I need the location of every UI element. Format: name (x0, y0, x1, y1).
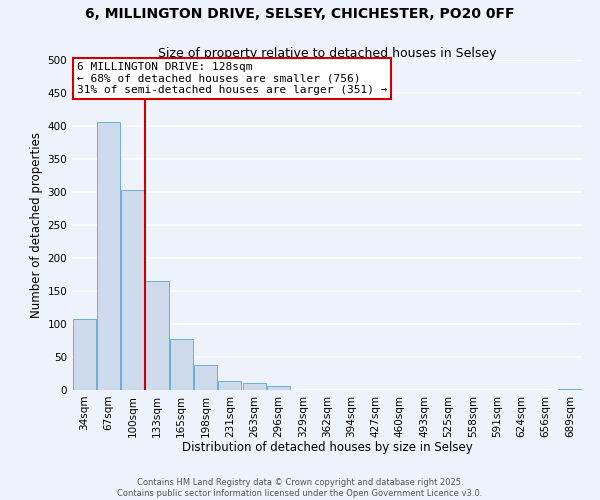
Bar (559, 388, 581, 390)
Text: 6, MILLINGTON DRIVE, SELSEY, CHICHESTER, PO20 0FF: 6, MILLINGTON DRIVE, SELSEY, CHICHESTER,… (85, 8, 515, 22)
Bar (242, 384, 266, 390)
Bar (194, 365, 217, 390)
Title: Size of property relative to detached houses in Selsey: Size of property relative to detached ho… (158, 47, 496, 60)
Bar (73, 318, 95, 390)
Bar (170, 339, 193, 390)
X-axis label: Distribution of detached houses by size in Selsey: Distribution of detached houses by size … (182, 441, 472, 454)
Bar (121, 190, 144, 390)
Y-axis label: Number of detached properties: Number of detached properties (30, 132, 43, 318)
Bar (267, 386, 290, 390)
Bar (97, 122, 120, 390)
Bar (218, 382, 241, 390)
Bar (145, 281, 169, 390)
Text: Contains HM Land Registry data © Crown copyright and database right 2025.
Contai: Contains HM Land Registry data © Crown c… (118, 478, 482, 498)
Text: 6 MILLINGTON DRIVE: 128sqm
← 68% of detached houses are smaller (756)
31% of sem: 6 MILLINGTON DRIVE: 128sqm ← 68% of deta… (77, 62, 388, 95)
